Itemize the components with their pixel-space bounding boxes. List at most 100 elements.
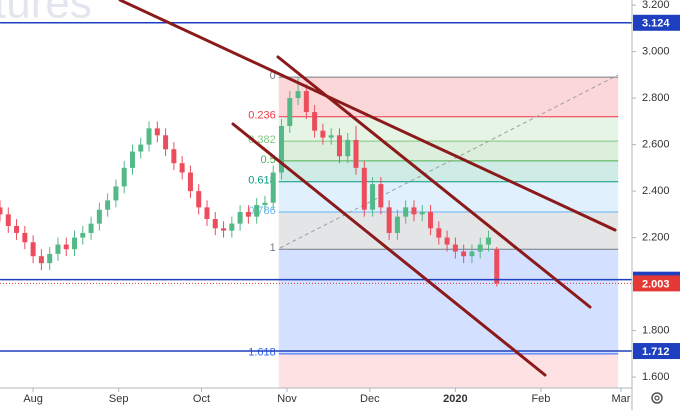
fib-level-label: 0.236 — [248, 110, 276, 122]
gear-icon[interactable] — [651, 392, 663, 404]
y-tick-label: 3.200 — [642, 0, 670, 11]
trend-line — [276, 55, 592, 309]
candle-body — [0, 207, 3, 215]
candle-body — [370, 184, 376, 210]
candles — [0, 77, 500, 287]
candle-body — [96, 209, 102, 224]
candle-body — [237, 212, 243, 224]
fib-zone — [278, 160, 619, 182]
candle-body — [146, 128, 152, 145]
candle-body — [477, 244, 483, 252]
y-tick-label: 3.000 — [642, 46, 670, 58]
candle-body — [171, 149, 177, 164]
candle-body — [353, 139, 359, 168]
candle-body — [303, 91, 309, 113]
candle-body — [254, 205, 260, 217]
y-tick-label: 1.800 — [642, 324, 670, 336]
candle-body — [386, 207, 392, 233]
fib-trend-line — [279, 74, 619, 249]
candle-body — [154, 128, 160, 136]
candle-body — [461, 251, 467, 257]
candle-body — [14, 225, 20, 233]
candle-body — [245, 212, 251, 217]
price-lines — [0, 22, 632, 352]
x-tick-label: Dec — [360, 393, 380, 405]
candle-body — [22, 232, 28, 243]
candle-body — [5, 214, 11, 226]
fib-zone — [278, 77, 619, 117]
candle-body — [452, 244, 458, 252]
candle-body — [229, 223, 235, 231]
fib-level-label: 1.618 — [248, 347, 276, 359]
candle-body — [312, 112, 318, 131]
candle-body — [361, 167, 367, 210]
candle-body — [212, 218, 218, 229]
price-label-box — [633, 14, 680, 31]
candle-body — [494, 249, 500, 284]
candle-body — [419, 212, 425, 215]
candle-body — [320, 130, 326, 138]
x-tick-label: Sep — [109, 393, 129, 405]
candle-body — [179, 163, 185, 173]
price-label: 1.712 — [642, 346, 670, 358]
x-tick-label: Feb — [531, 393, 550, 405]
price-label: 2.003 — [642, 278, 670, 290]
candle-body — [38, 256, 44, 264]
fib-level-label: 1 — [270, 242, 276, 254]
fib-level-label: 0.618 — [248, 175, 276, 187]
candle-body — [336, 135, 342, 157]
candle-body — [270, 172, 276, 203]
candle-body — [72, 237, 78, 250]
candle-body — [163, 135, 169, 150]
candle-body — [221, 228, 227, 231]
fib-extension-zone — [278, 353, 619, 388]
candle-body — [138, 144, 144, 152]
candle-body — [80, 232, 86, 238]
fib-level-label: 0 — [270, 70, 276, 82]
candle-body — [47, 253, 53, 264]
axes: 1.6001.8002.0002.2002.4002.6002.8003.000… — [23, 0, 680, 405]
fib-level-label: 0.786 — [248, 205, 276, 217]
trend-line — [231, 122, 547, 377]
candle-body — [403, 207, 409, 217]
candle-body — [485, 237, 491, 245]
candle-body — [428, 212, 434, 229]
price-label: 3.124 — [642, 18, 670, 30]
y-tick-label: 1.600 — [642, 371, 670, 383]
trend-lines — [118, 0, 617, 377]
candle-body — [444, 237, 450, 245]
x-tick-label: 2020 — [443, 393, 467, 405]
settings-button[interactable] — [651, 392, 663, 404]
candle-body — [63, 244, 69, 250]
y-tick-label: 2.800 — [642, 92, 670, 104]
candle-body — [204, 207, 210, 219]
candle-body — [262, 202, 268, 206]
gear-hub[interactable] — [654, 395, 660, 401]
x-tick-label: Nov — [277, 393, 297, 405]
candle-body — [345, 139, 351, 157]
candle-body — [113, 186, 119, 201]
x-tick-label: Oct — [193, 393, 210, 405]
y-tick-label: 2.400 — [642, 185, 670, 197]
y-tick-label: 2.600 — [642, 139, 670, 151]
candle-body — [436, 228, 442, 238]
price-label-box — [633, 343, 680, 360]
x-tick-label: Mar — [611, 393, 630, 405]
fib-zone — [278, 116, 619, 142]
candle-body — [287, 98, 293, 127]
fib-zone — [278, 249, 619, 354]
candle-body — [411, 207, 417, 215]
candle-body — [328, 135, 334, 138]
trend-line — [118, 0, 617, 232]
candle-body — [129, 151, 135, 168]
candle-body — [279, 126, 285, 173]
y-tick-label: 2.200 — [642, 231, 670, 243]
candle-body — [469, 251, 475, 257]
candle-body — [196, 191, 202, 208]
candle-body — [55, 244, 61, 254]
price-label-box — [633, 275, 680, 292]
